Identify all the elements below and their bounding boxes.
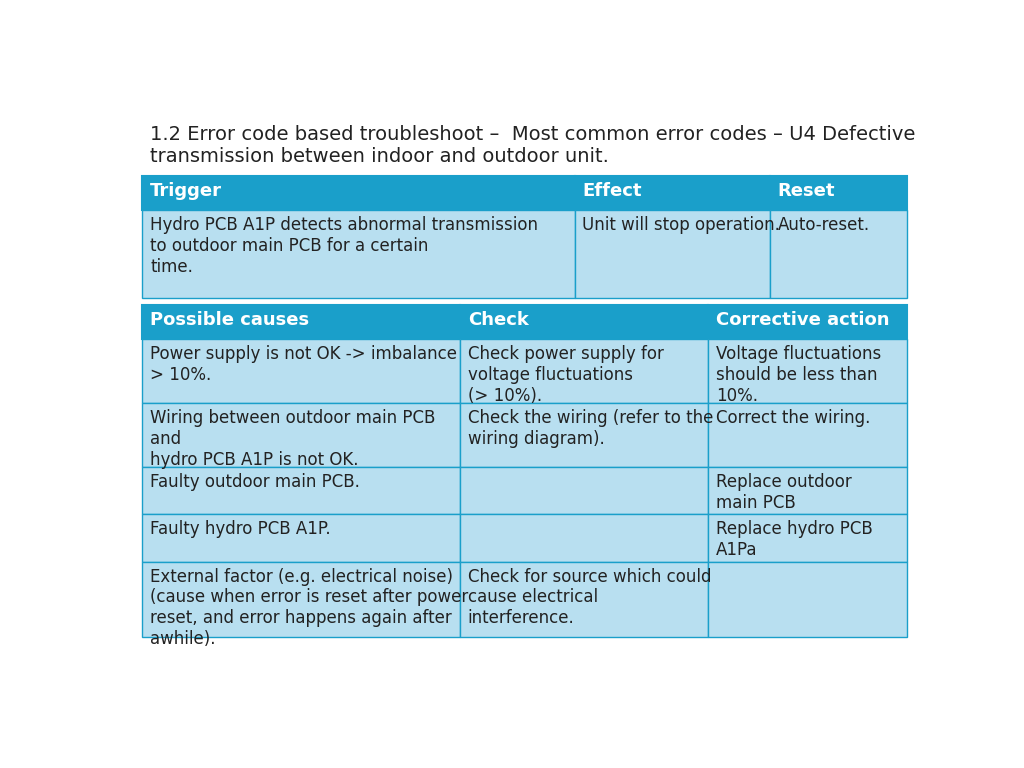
Bar bbox=[770, 176, 907, 210]
Text: Effect: Effect bbox=[583, 182, 642, 200]
Bar bbox=[709, 403, 907, 467]
Text: Voltage fluctuations
should be less than
10%.: Voltage fluctuations should be less than… bbox=[717, 346, 882, 405]
Text: Hydro PCB A1P detects abnormal transmission
to outdoor main PCB for a certain
ti: Hydro PCB A1P detects abnormal transmiss… bbox=[151, 217, 539, 276]
Text: Replace hydro PCB
A1Pa: Replace hydro PCB A1Pa bbox=[717, 520, 873, 559]
Bar bbox=[770, 210, 907, 298]
Bar bbox=[709, 403, 907, 467]
Bar bbox=[460, 305, 709, 339]
Text: Corrective action: Corrective action bbox=[717, 311, 890, 329]
Bar bbox=[460, 515, 709, 561]
Bar bbox=[709, 561, 907, 637]
Bar bbox=[142, 305, 460, 339]
Bar bbox=[709, 467, 907, 515]
Bar bbox=[142, 467, 460, 515]
Text: Check: Check bbox=[468, 311, 528, 329]
Bar bbox=[142, 176, 574, 210]
Bar bbox=[709, 305, 907, 339]
Bar bbox=[574, 176, 770, 210]
Text: Power supply is not OK -> imbalance
> 10%.: Power supply is not OK -> imbalance > 10… bbox=[151, 346, 458, 384]
Bar bbox=[770, 176, 907, 210]
Bar bbox=[142, 561, 460, 637]
Bar bbox=[460, 467, 709, 515]
Text: Replace outdoor
main PCB: Replace outdoor main PCB bbox=[717, 473, 852, 511]
Text: Faulty hydro PCB A1P.: Faulty hydro PCB A1P. bbox=[151, 520, 331, 538]
Text: Faulty outdoor main PCB.: Faulty outdoor main PCB. bbox=[151, 473, 360, 491]
Bar bbox=[142, 515, 460, 561]
Bar bbox=[142, 176, 574, 210]
Bar bbox=[460, 561, 709, 637]
Bar bbox=[709, 339, 907, 403]
Text: Correct the wiring.: Correct the wiring. bbox=[717, 409, 870, 427]
Bar bbox=[709, 515, 907, 561]
Bar bbox=[142, 305, 460, 339]
Bar bbox=[142, 403, 460, 467]
Bar bbox=[709, 561, 907, 637]
Bar bbox=[460, 305, 709, 339]
Bar bbox=[142, 403, 460, 467]
Bar bbox=[142, 210, 574, 298]
Text: Wiring between outdoor main PCB
and
hydro PCB A1P is not OK.: Wiring between outdoor main PCB and hydr… bbox=[151, 409, 435, 468]
Bar bbox=[142, 339, 460, 403]
Bar bbox=[574, 210, 770, 298]
Text: Check for source which could
cause electrical
interference.: Check for source which could cause elect… bbox=[468, 568, 712, 627]
Bar bbox=[460, 339, 709, 403]
Bar bbox=[460, 403, 709, 467]
Text: Check the wiring (refer to the
wiring diagram).: Check the wiring (refer to the wiring di… bbox=[468, 409, 713, 448]
Bar bbox=[460, 339, 709, 403]
Bar bbox=[709, 339, 907, 403]
Bar bbox=[460, 515, 709, 561]
Bar bbox=[142, 515, 460, 561]
Bar bbox=[142, 339, 460, 403]
Bar bbox=[770, 210, 907, 298]
Bar bbox=[574, 210, 770, 298]
Text: Possible causes: Possible causes bbox=[151, 311, 309, 329]
Bar bbox=[574, 176, 770, 210]
Bar bbox=[709, 467, 907, 515]
Text: Reset: Reset bbox=[777, 182, 835, 200]
Text: External factor (e.g. electrical noise)
(cause when error is reset after power
r: External factor (e.g. electrical noise) … bbox=[151, 568, 468, 648]
Bar bbox=[709, 515, 907, 561]
Text: 1.2 Error code based troubleshoot –  Most common error codes – U4 Defective
tran: 1.2 Error code based troubleshoot – Most… bbox=[151, 124, 915, 166]
Bar bbox=[142, 467, 460, 515]
Text: Unit will stop operation.: Unit will stop operation. bbox=[583, 217, 780, 234]
Text: Auto-reset.: Auto-reset. bbox=[777, 217, 869, 234]
Bar bbox=[460, 467, 709, 515]
Text: Trigger: Trigger bbox=[151, 182, 222, 200]
Text: Check power supply for
voltage fluctuations
(> 10%).: Check power supply for voltage fluctuati… bbox=[468, 346, 664, 405]
Bar bbox=[460, 561, 709, 637]
Bar bbox=[709, 305, 907, 339]
Bar bbox=[460, 403, 709, 467]
Bar bbox=[142, 561, 460, 637]
Bar bbox=[142, 210, 574, 298]
